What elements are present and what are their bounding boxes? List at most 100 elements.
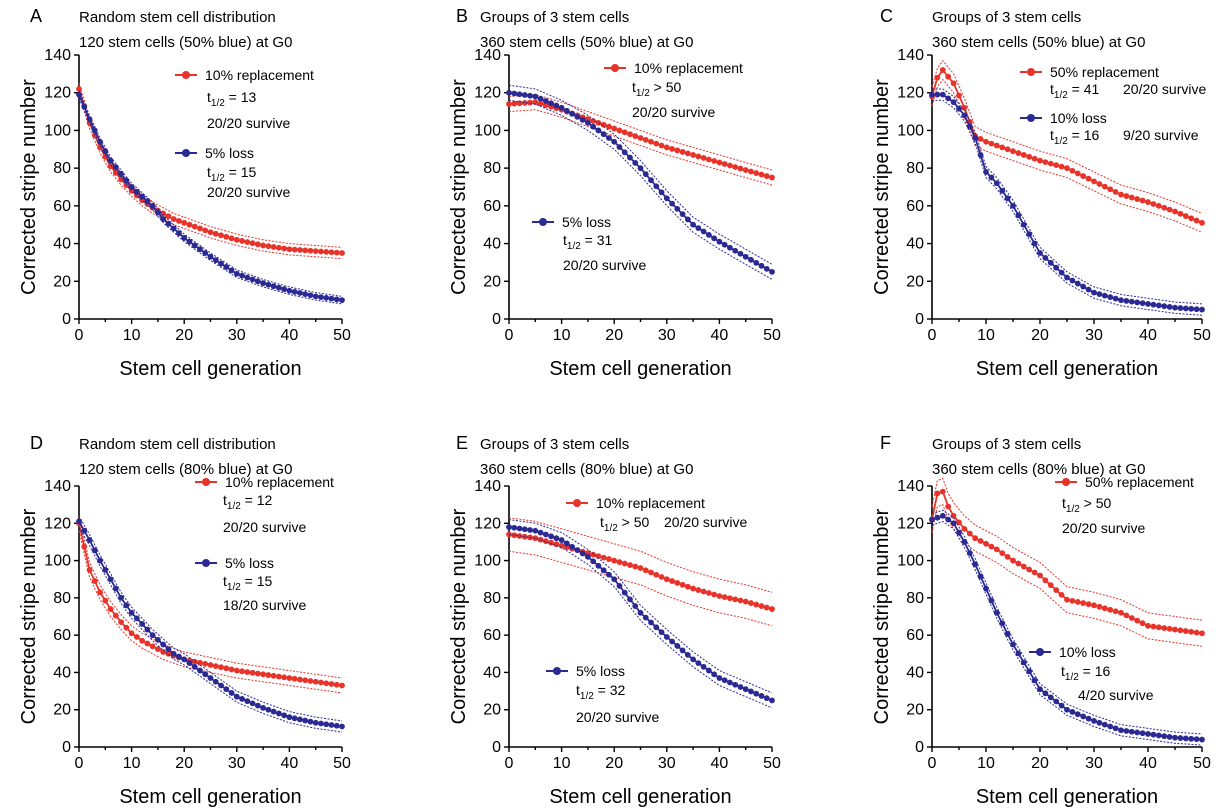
data-point [1015, 212, 1022, 219]
series-upper-band [508, 519, 773, 694]
data-point [1101, 605, 1108, 612]
data-point [76, 518, 82, 525]
data-point [1150, 623, 1157, 630]
data-point [961, 112, 968, 119]
data-point [1155, 202, 1162, 209]
data-point [700, 663, 707, 670]
x-tick-label: 40 [1139, 755, 1157, 772]
series-upper-band [78, 515, 343, 722]
y-tick-label: 0 [62, 739, 71, 756]
data-point [532, 535, 539, 542]
legend-marker [1062, 478, 1070, 486]
half-life-label: t1/2 = 32 [576, 682, 626, 702]
y-tick-label: 100 [44, 122, 71, 139]
data-point [202, 671, 209, 678]
data-point [737, 165, 744, 172]
data-point [1053, 162, 1060, 169]
data-point [265, 706, 272, 713]
data-point [574, 547, 581, 554]
data-point [202, 227, 209, 234]
data-point [275, 710, 282, 717]
data-point [1026, 153, 1033, 160]
x-axis-title: Stem cell generation [549, 786, 731, 808]
x-tick-label: 20 [605, 327, 623, 344]
half-life-t: t [207, 164, 211, 180]
data-point [1107, 294, 1114, 301]
data-point [763, 173, 770, 179]
data-point [1182, 213, 1189, 219]
data-point [107, 157, 114, 164]
data-point [254, 670, 261, 677]
data-point [1004, 553, 1011, 560]
data-point [542, 531, 549, 538]
data-point [532, 527, 539, 534]
data-point [956, 92, 962, 99]
data-point [653, 624, 660, 631]
data-point [112, 164, 119, 171]
data-point [302, 677, 309, 684]
data-point [737, 684, 744, 690]
legend-label: 10% replacement [225, 474, 334, 490]
panel-title-line-2: 360 stem cells (80% blue) at G0 [480, 461, 693, 478]
data-point [160, 216, 167, 222]
data-point [218, 682, 224, 689]
data-point [669, 578, 675, 584]
x-tick-label: 0 [75, 327, 84, 344]
data-point [270, 708, 277, 715]
data-point [133, 615, 140, 622]
legend-marker [573, 499, 581, 507]
data-point [1188, 305, 1195, 312]
data-point [511, 100, 518, 107]
data-point [318, 720, 324, 727]
data-point [977, 573, 984, 580]
data-point [993, 546, 1000, 553]
data-point [1123, 612, 1130, 619]
data-point [1155, 302, 1162, 309]
half-life-value: = 32 [594, 682, 626, 698]
data-point [934, 490, 941, 497]
x-tick-label: 50 [1193, 755, 1211, 772]
survive-label: 20/20 survive [1062, 520, 1145, 536]
data-point [511, 524, 518, 531]
data-point [627, 131, 633, 138]
data-point [727, 244, 733, 251]
data-point [758, 171, 765, 178]
data-point [233, 693, 240, 700]
data-point [1172, 626, 1178, 633]
data-point [1069, 277, 1076, 284]
data-point [197, 246, 203, 253]
data-point [254, 241, 261, 248]
data-point [939, 488, 946, 495]
data-point [663, 195, 670, 202]
data-point [1010, 557, 1016, 564]
data-point [1161, 733, 1168, 740]
data-point [1199, 736, 1205, 743]
y-tick-label: 20 [906, 273, 924, 290]
data-point [149, 202, 156, 209]
series-blue [506, 519, 775, 709]
data-point [1118, 609, 1124, 616]
data-point [1150, 301, 1157, 308]
y-axis-title: Corrected stripe number [448, 508, 470, 724]
x-tick-label: 20 [1031, 327, 1049, 344]
data-point [228, 235, 235, 242]
panel-c: C Groups of 3 stem cells 360 stem cells (5… [871, 6, 1211, 380]
data-point [191, 223, 198, 230]
y-tick-label: 0 [492, 311, 501, 328]
x-tick-label: 40 [1139, 327, 1157, 344]
data-point [1020, 221, 1027, 228]
data-point [727, 162, 733, 169]
data-point [1123, 728, 1130, 734]
data-point [532, 93, 539, 100]
data-point [1155, 732, 1162, 739]
half-life-value: = 31 [581, 232, 613, 248]
survive-label: 20/20 survive [632, 104, 715, 120]
y-tick-label: 80 [906, 590, 924, 607]
data-point [616, 559, 623, 565]
data-point [144, 198, 151, 205]
data-point [616, 144, 623, 150]
annotation-red: 10% replacement t1/2 = 12 20/20 survive [195, 474, 334, 535]
data-point [1166, 734, 1173, 740]
data-point [1058, 269, 1065, 276]
legend-label: 10% replacement [634, 60, 743, 76]
